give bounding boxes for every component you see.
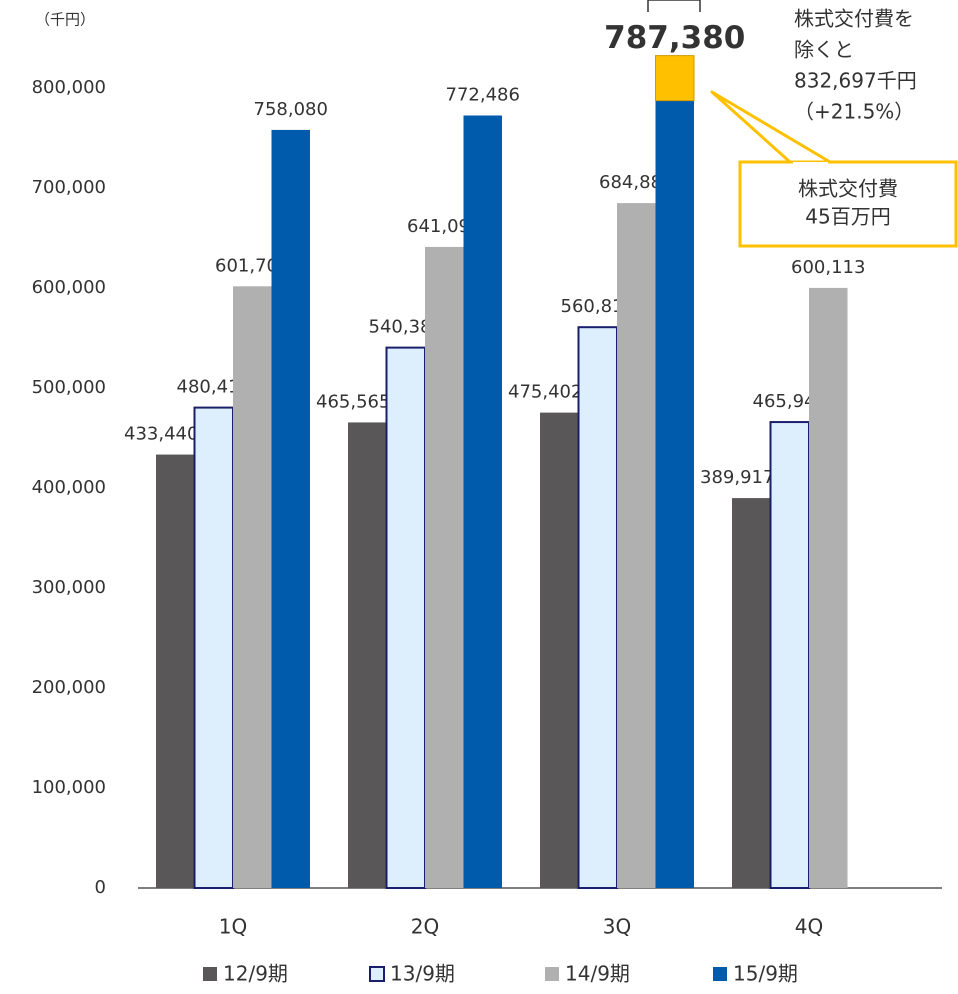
data-label: 465,565 xyxy=(316,391,390,412)
legend-swatch xyxy=(369,966,385,982)
legend-swatch xyxy=(545,967,559,981)
bar xyxy=(463,115,502,889)
data-label: 600,113 xyxy=(791,257,865,278)
bar xyxy=(577,326,618,889)
callout-text: 株式交付費 xyxy=(798,177,898,201)
bar xyxy=(271,129,310,889)
bar xyxy=(617,203,656,888)
bar xyxy=(769,421,810,889)
legend-label: 14/9期 xyxy=(565,962,630,986)
annotation: 832,697千円 xyxy=(794,69,917,93)
data-label: 475,402 xyxy=(508,382,582,403)
annotation: （+21.5%） xyxy=(794,100,914,124)
x-tick-label: 2Q xyxy=(411,915,439,939)
data-label: 787,380 xyxy=(604,20,745,56)
y-tick-label: 100,000 xyxy=(32,777,106,798)
bar xyxy=(156,454,195,888)
y-tick-label: 0 xyxy=(95,877,106,898)
data-label: 433,440 xyxy=(124,424,198,445)
data-label: 601,701 xyxy=(215,255,289,276)
data-label: 641,092 xyxy=(407,216,481,237)
data-label: 389,917 xyxy=(700,467,774,488)
legend-swatch xyxy=(713,967,727,981)
bar xyxy=(385,346,426,890)
legend-swatch xyxy=(203,967,217,981)
data-label: 560,812 xyxy=(561,296,635,317)
y-tick-label: 400,000 xyxy=(32,477,106,498)
bar xyxy=(540,412,579,888)
bar xyxy=(655,100,694,889)
y-tick-label: 200,000 xyxy=(32,677,106,698)
data-label: 540,382 xyxy=(369,317,443,338)
y-tick-label: 500,000 xyxy=(32,377,106,398)
legend-label: 12/9期 xyxy=(223,962,288,986)
legend-label: 13/9期 xyxy=(390,962,455,986)
data-label: 684,886 xyxy=(599,172,673,193)
annotation: 株式交付費を xyxy=(794,7,914,31)
x-tick-label: 3Q xyxy=(603,915,631,939)
x-tick-label: 4Q xyxy=(795,915,823,939)
bar-segment xyxy=(655,55,695,102)
x-tick-label: 1Q xyxy=(219,915,247,939)
y-tick-label: 800,000 xyxy=(32,77,106,98)
y-tick-label: 300,000 xyxy=(32,577,106,598)
bar xyxy=(809,287,848,889)
callout-box xyxy=(738,160,958,248)
bar xyxy=(193,406,234,889)
annotation: 除くと xyxy=(794,38,854,62)
data-label: 465,943 xyxy=(753,391,827,412)
y-axis-label: （千円） xyxy=(35,11,95,29)
callout-text: 45百万円 xyxy=(805,205,890,229)
bar xyxy=(425,246,464,888)
bar xyxy=(348,422,387,888)
y-tick-label: 600,000 xyxy=(32,277,106,298)
data-label: 758,080 xyxy=(254,99,328,120)
data-label: 480,414 xyxy=(177,377,251,398)
bar xyxy=(732,498,771,888)
y-tick-label: 700,000 xyxy=(32,177,106,198)
data-label: 772,486 xyxy=(446,85,520,106)
bracket xyxy=(647,0,701,12)
legend-label: 15/9期 xyxy=(733,962,798,986)
bar xyxy=(233,286,272,888)
